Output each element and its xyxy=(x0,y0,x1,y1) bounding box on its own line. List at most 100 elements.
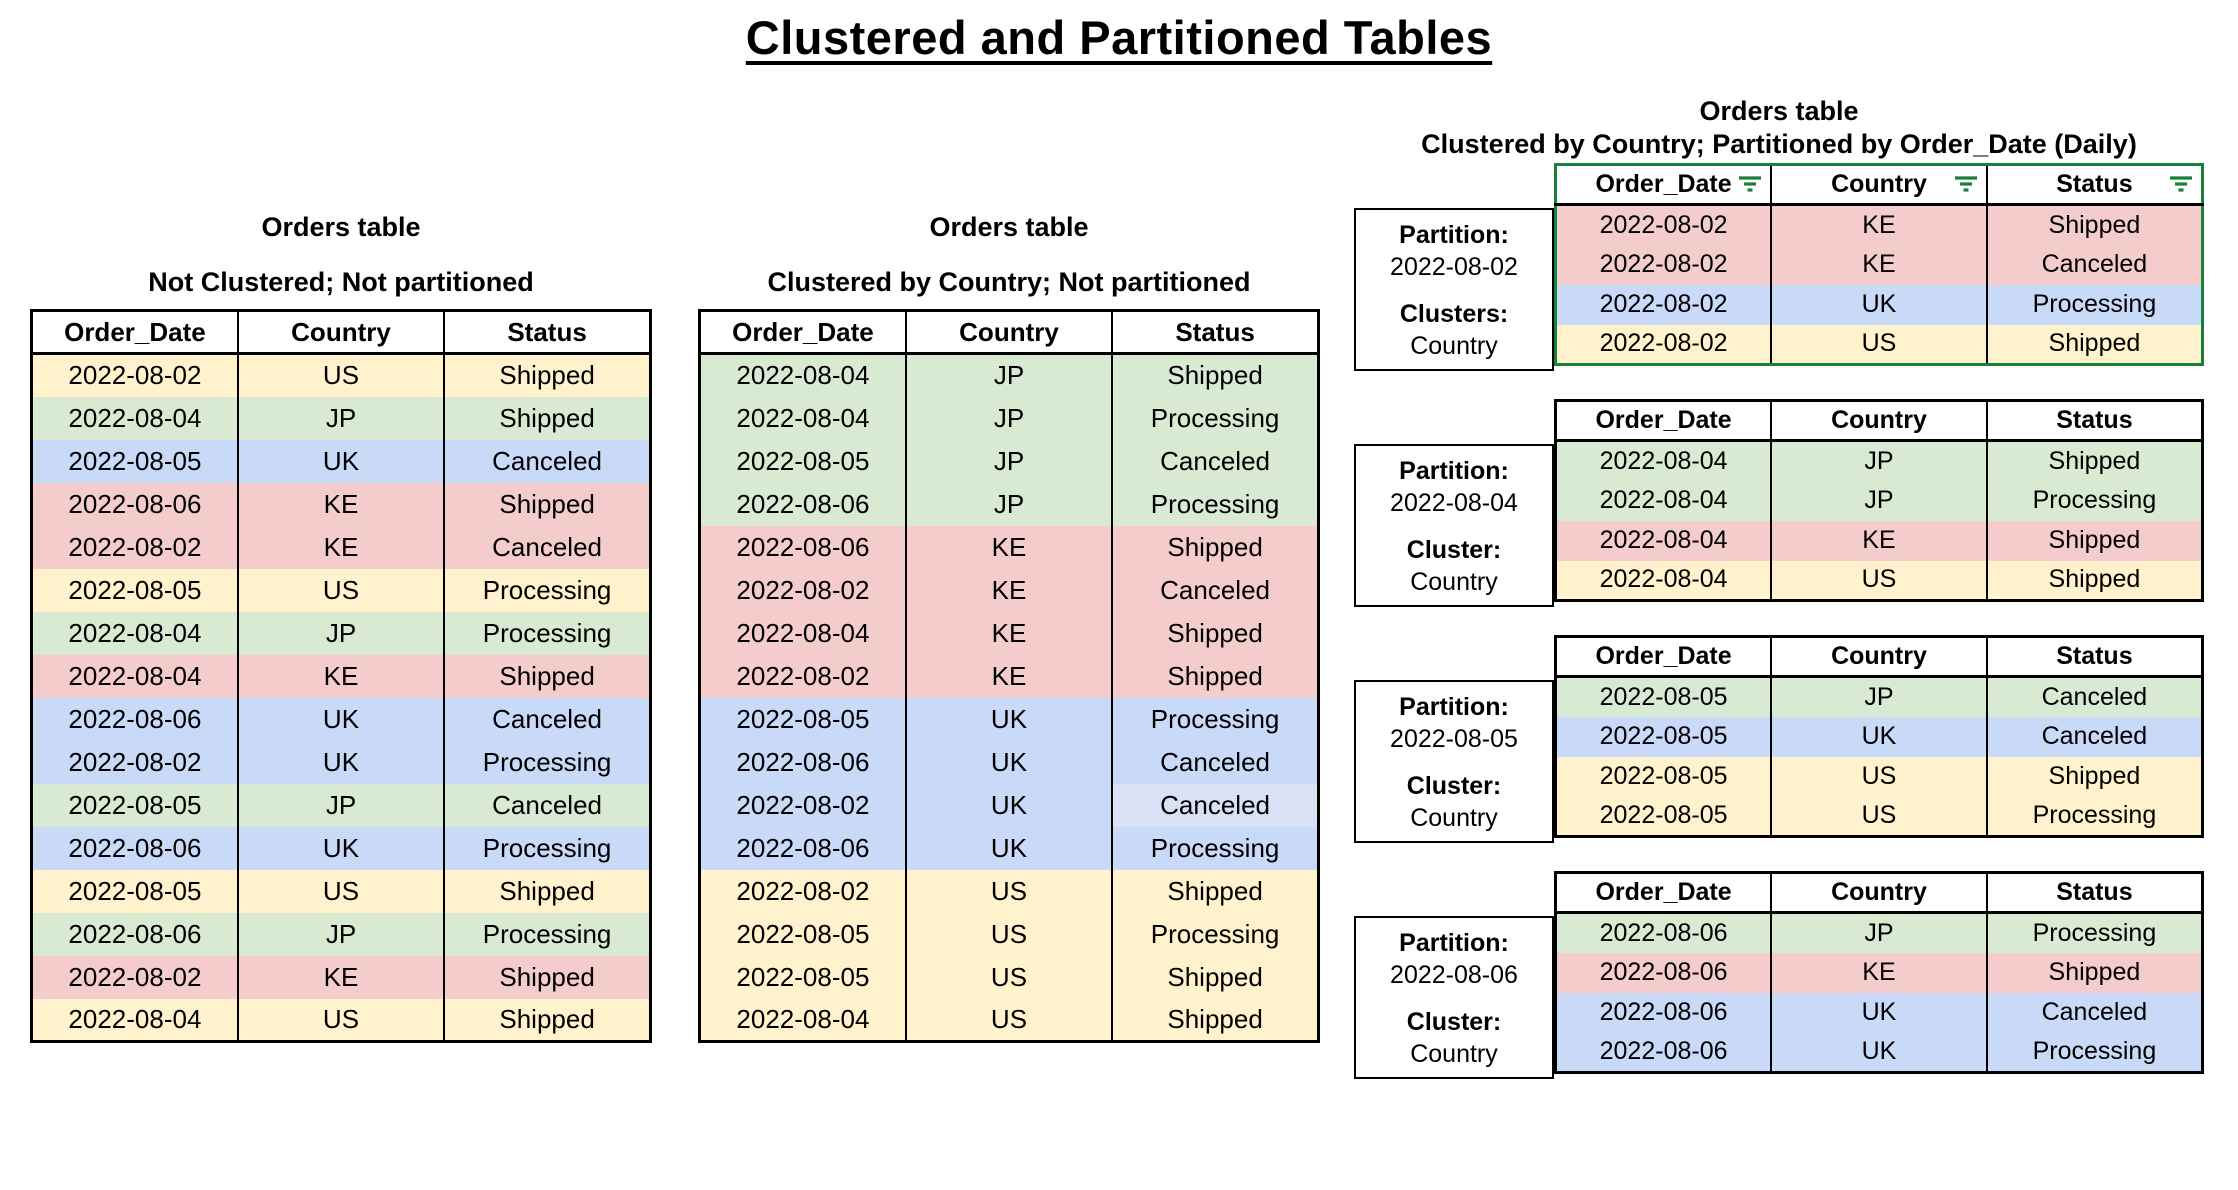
cell-country: JP xyxy=(1770,912,1987,953)
column-header-label: Status xyxy=(2056,642,2133,670)
cell-country: JP xyxy=(236,783,445,827)
table-row: 2022-08-05 US Processing xyxy=(31,568,651,612)
table-row: 2022-08-06 UK Canceled xyxy=(31,697,651,741)
table-row: 2022-08-04 JP Shipped xyxy=(699,353,1319,397)
cell-order-date: 2022-08-02 xyxy=(1555,204,1772,245)
filter-icon[interactable] xyxy=(1737,175,1763,195)
column-header-label: Order_Date xyxy=(1595,878,1732,906)
column-header-label: Order_Date xyxy=(732,316,874,347)
group-subtitle: Clustered by Country; Not partitioned xyxy=(767,267,1251,297)
cell-status: Canceled xyxy=(443,525,651,569)
table-row: 2022-08-04 US Shipped xyxy=(1555,560,2203,601)
cell-status: Canceled xyxy=(443,783,651,827)
column-header-label: Status xyxy=(507,316,587,347)
table-row: 2022-08-02 KE Canceled xyxy=(31,525,651,569)
cell-order-date: 2022-08-04 xyxy=(1555,440,1772,481)
partition-table-2022-08-06: Order_Date Country Status 2022-08-06 JP Proce… xyxy=(1554,871,2204,1074)
table-row: 2022-08-04 KE Shipped xyxy=(699,611,1319,655)
table-row: 2022-08-05 JP Canceled xyxy=(699,439,1319,483)
partition-date: 2022-08-02 xyxy=(1390,253,1518,281)
cell-country: KE xyxy=(1770,520,1987,561)
table-row: 2022-08-02 KE Shipped xyxy=(31,955,651,999)
cell-country: JP xyxy=(904,353,1113,397)
cell-order-date: 2022-08-04 xyxy=(1555,480,1772,521)
cell-status: Shipped xyxy=(443,998,651,1042)
cell-status: Shipped xyxy=(443,396,651,440)
table-row: 2022-08-04 KE Shipped xyxy=(1555,520,2203,561)
group-title: Orders table xyxy=(929,212,1089,242)
cell-country: UK xyxy=(904,740,1113,784)
cell-order-date: 2022-08-02 xyxy=(31,353,238,397)
table-row: 2022-08-06 UK Canceled xyxy=(699,740,1319,784)
partition-table-wrap: Order_Date Country Status 2022-08-04 JP Shipp… xyxy=(1554,399,2204,607)
cell-status: Canceled xyxy=(1985,676,2203,717)
cell-status: Processing xyxy=(1111,396,1319,440)
partition-block-2022-08-04: Partition: 2022-08-04 Cluster: Country Order… xyxy=(1354,399,2204,607)
cell-country: US xyxy=(236,998,445,1042)
cell-country: JP xyxy=(1770,440,1987,481)
cell-order-date: 2022-08-06 xyxy=(699,826,906,870)
cell-status: Canceled xyxy=(1985,716,2203,757)
cluster-value: Country xyxy=(1410,1040,1498,1068)
cell-order-date: 2022-08-05 xyxy=(699,955,906,999)
cell-order-date: 2022-08-06 xyxy=(31,697,238,741)
group-subtitle: Not Clustered; Not partitioned xyxy=(148,267,534,297)
cell-order-date: 2022-08-02 xyxy=(699,654,906,698)
table-row: 2022-08-04 JP Processing xyxy=(31,611,651,655)
table-row: 2022-08-04 JP Processing xyxy=(699,396,1319,440)
column-header-order-date: Order_Date xyxy=(1555,164,1772,206)
column-header-country: Country xyxy=(1770,400,1987,442)
orders-table-clustered: Order_Date Country Status 2022-08-04 JP Shipp… xyxy=(698,309,1320,1043)
table-row: 2022-08-05 JP Canceled xyxy=(1555,676,2203,717)
cluster-caption: Cluster: xyxy=(1406,772,1502,800)
table-row: 2022-08-04 JP Processing xyxy=(1555,480,2203,521)
filter-icon[interactable] xyxy=(2168,175,2194,195)
cell-country: JP xyxy=(236,912,445,956)
table-row: 2022-08-04 KE Shipped xyxy=(31,654,651,698)
partition-id: Partition: 2022-08-05 xyxy=(1358,691,1550,755)
cell-country: US xyxy=(236,353,445,397)
cell-order-date: 2022-08-04 xyxy=(699,396,906,440)
cell-status: Shipped xyxy=(443,654,651,698)
cell-order-date: 2022-08-06 xyxy=(31,912,238,956)
partition-block-2022-08-02: Partition: 2022-08-02 Clusters: Country Orde… xyxy=(1354,163,2204,371)
cell-country: KE xyxy=(904,611,1113,655)
cell-order-date: 2022-08-05 xyxy=(1555,676,1772,717)
header-row: Order_Date Country Status xyxy=(1555,164,2203,206)
cell-order-date: 2022-08-04 xyxy=(31,396,238,440)
cell-country: US xyxy=(904,955,1113,999)
filter-icon[interactable] xyxy=(1953,175,1979,195)
cluster-id: Clusters: Country xyxy=(1358,298,1550,362)
partition-date: 2022-08-04 xyxy=(1390,489,1518,517)
partition-block-2022-08-06: Partition: 2022-08-06 Cluster: Country Order… xyxy=(1354,871,2204,1079)
table-row: 2022-08-06 KE Shipped xyxy=(699,525,1319,569)
table-row: 2022-08-02 UK Processing xyxy=(31,740,651,784)
cell-country: KE xyxy=(904,568,1113,612)
cell-country: KE xyxy=(904,654,1113,698)
table-row: 2022-08-04 JP Shipped xyxy=(31,396,651,440)
cell-country: US xyxy=(904,869,1113,913)
cell-country: UK xyxy=(904,826,1113,870)
table-row: 2022-08-06 UK Canceled xyxy=(1555,992,2203,1033)
cell-order-date: 2022-08-02 xyxy=(1555,284,1772,325)
cell-country: JP xyxy=(1770,480,1987,521)
partition-date: 2022-08-05 xyxy=(1390,725,1518,753)
cell-order-date: 2022-08-04 xyxy=(699,353,906,397)
cell-order-date: 2022-08-04 xyxy=(699,611,906,655)
main-layout: Orders table Not Clustered; Not partitio… xyxy=(0,69,2238,1107)
cluster-id: Cluster: Country xyxy=(1358,770,1550,834)
table-row: 2022-08-05 US Processing xyxy=(1555,796,2203,837)
header-row: Order_Date Country Status xyxy=(699,310,1319,355)
cell-order-date: 2022-08-05 xyxy=(31,869,238,913)
partition-table-wrap: Order_Date Country Status 2022-08-06 JP Proce… xyxy=(1554,871,2204,1079)
cell-country: US xyxy=(236,568,445,612)
cell-country: UK xyxy=(236,740,445,784)
cell-status: Shipped xyxy=(1985,520,2203,561)
column-header-label: Status xyxy=(2056,406,2133,434)
cluster-id: Cluster: Country xyxy=(1358,534,1550,598)
cell-country: US xyxy=(904,912,1113,956)
cell-order-date: 2022-08-06 xyxy=(699,482,906,526)
cell-country: US xyxy=(1770,796,1987,837)
cell-status: Canceled xyxy=(1111,740,1319,784)
cell-country: KE xyxy=(1770,952,1987,993)
